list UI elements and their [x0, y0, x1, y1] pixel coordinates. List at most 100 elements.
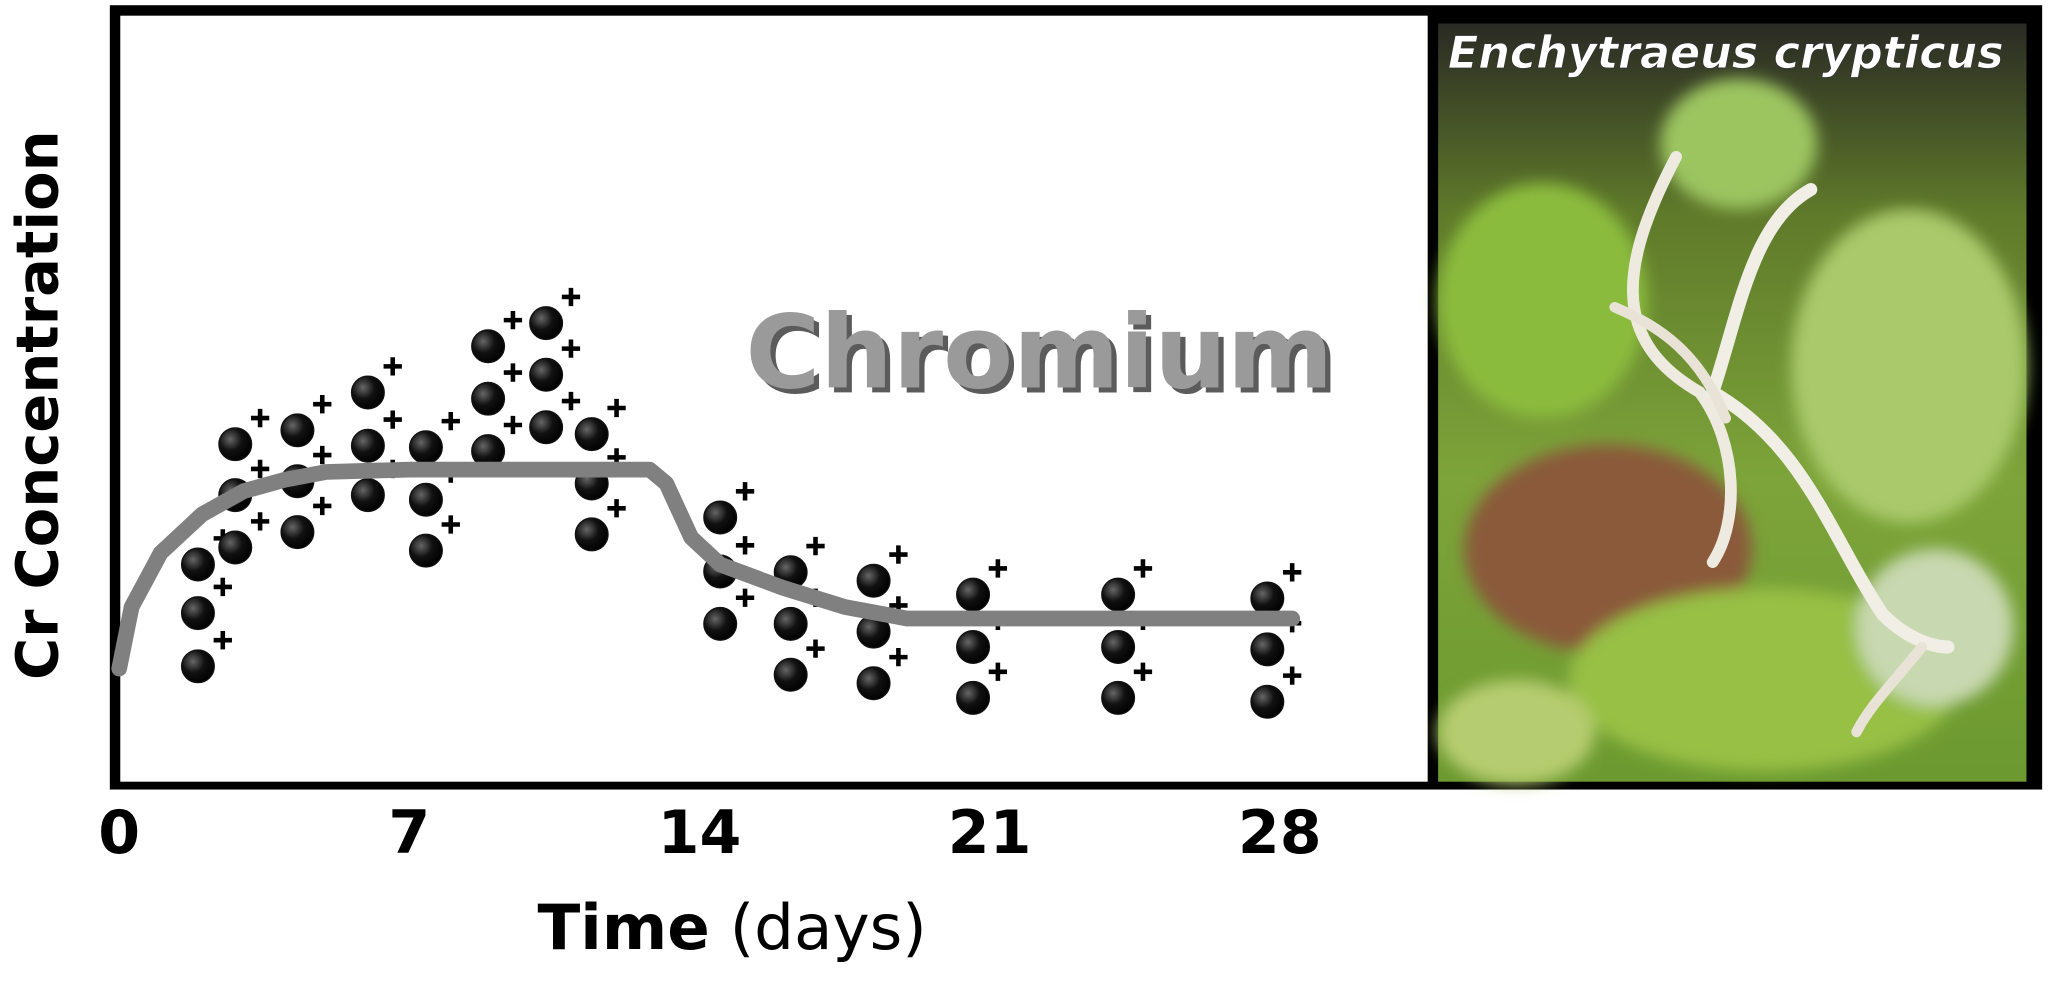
point-plus [441, 411, 460, 431]
point-plus [1133, 559, 1153, 578]
point-dot [1101, 630, 1136, 665]
point-plus [313, 445, 332, 465]
point-plus [607, 499, 626, 518]
x-tick-label: 14 [658, 798, 742, 868]
data-point [180, 577, 232, 631]
x-axis-label-unit: (days) [730, 891, 927, 964]
point-dot [1101, 577, 1136, 612]
data-point [856, 647, 908, 701]
data-point [529, 391, 581, 445]
data-point [703, 588, 755, 641]
point-plus [806, 639, 825, 658]
x-tick-label: 0 [98, 798, 140, 868]
point-plus [988, 559, 1008, 578]
point-dot [956, 577, 991, 612]
point-dot [218, 530, 253, 565]
plot-area [120, 15, 1428, 782]
point-dot [529, 357, 564, 392]
point-plus [1133, 662, 1153, 681]
point-plus [561, 287, 581, 307]
point-dot [350, 375, 385, 410]
point-plus [503, 363, 523, 382]
data-point [280, 496, 332, 550]
point-plus [250, 512, 270, 531]
point-dot [408, 430, 443, 465]
point-dot [529, 306, 564, 341]
point-dot [1250, 632, 1285, 667]
point-dot [280, 515, 315, 550]
data-point [471, 363, 523, 416]
data-point [1250, 666, 1302, 719]
point-dot [856, 666, 891, 701]
data-point [1101, 559, 1153, 612]
data-point [180, 631, 232, 684]
point-plus [250, 459, 270, 479]
point-dot [180, 649, 215, 684]
chart-title: Chromium [745, 293, 1333, 412]
point-plus [1283, 666, 1302, 685]
point-dot [956, 630, 991, 665]
data-point [218, 408, 270, 462]
data-point [529, 287, 581, 341]
point-plus [889, 647, 908, 667]
point-dot [856, 563, 891, 598]
point-dot [529, 410, 564, 445]
point-dot [574, 417, 609, 452]
point-plus [313, 395, 332, 414]
point-dot [1101, 680, 1136, 715]
point-dot [471, 329, 506, 364]
x-tick-label: 28 [1238, 798, 1322, 868]
point-plus [889, 545, 908, 564]
point-dot [408, 533, 443, 568]
point-plus [383, 357, 402, 376]
point-dot [471, 381, 506, 416]
point-dot [350, 428, 385, 463]
point-plus [735, 588, 755, 607]
point-plus [561, 391, 581, 411]
point-dot [574, 517, 609, 552]
data-point [1101, 662, 1153, 715]
point-dot [773, 606, 808, 641]
point-plus [1283, 563, 1302, 582]
x-axis-label: Time (days) [538, 891, 927, 964]
photo-label: Enchytraeus crypticus [1448, 28, 2004, 79]
point-plus [213, 631, 232, 650]
data-point [350, 410, 402, 463]
point-dot [280, 413, 315, 448]
point-dot [350, 478, 385, 513]
point-plus [735, 482, 755, 501]
point-plus [503, 310, 523, 330]
point-dot [218, 427, 253, 462]
data-point [703, 482, 755, 535]
x-tick-label: 21 [948, 798, 1032, 868]
x-axis-label-main: Time [538, 891, 710, 964]
point-plus [250, 408, 270, 428]
data-point [773, 639, 825, 692]
point-dot [703, 606, 738, 641]
data-point [471, 310, 523, 364]
point-plus [806, 536, 825, 556]
x-tick-label: 7 [388, 798, 430, 868]
data-point [529, 339, 581, 392]
point-plus [383, 410, 402, 429]
fit-curve [111, 461, 1301, 677]
data-point [280, 395, 332, 448]
point-plus [735, 536, 755, 555]
point-plus [213, 577, 232, 597]
point-plus [503, 415, 523, 435]
point-dot [773, 657, 808, 692]
y-axis-label: Cr Concentration [4, 130, 71, 680]
point-dot [703, 500, 738, 535]
point-plus [988, 662, 1008, 681]
point-dot [180, 547, 215, 582]
point-plus [561, 339, 581, 358]
data-point [956, 662, 1008, 715]
point-plus [607, 398, 626, 418]
data-point [218, 512, 270, 565]
data-point [574, 398, 626, 452]
point-dot [1250, 581, 1285, 616]
point-dot [408, 482, 443, 517]
point-dot [1250, 684, 1285, 719]
